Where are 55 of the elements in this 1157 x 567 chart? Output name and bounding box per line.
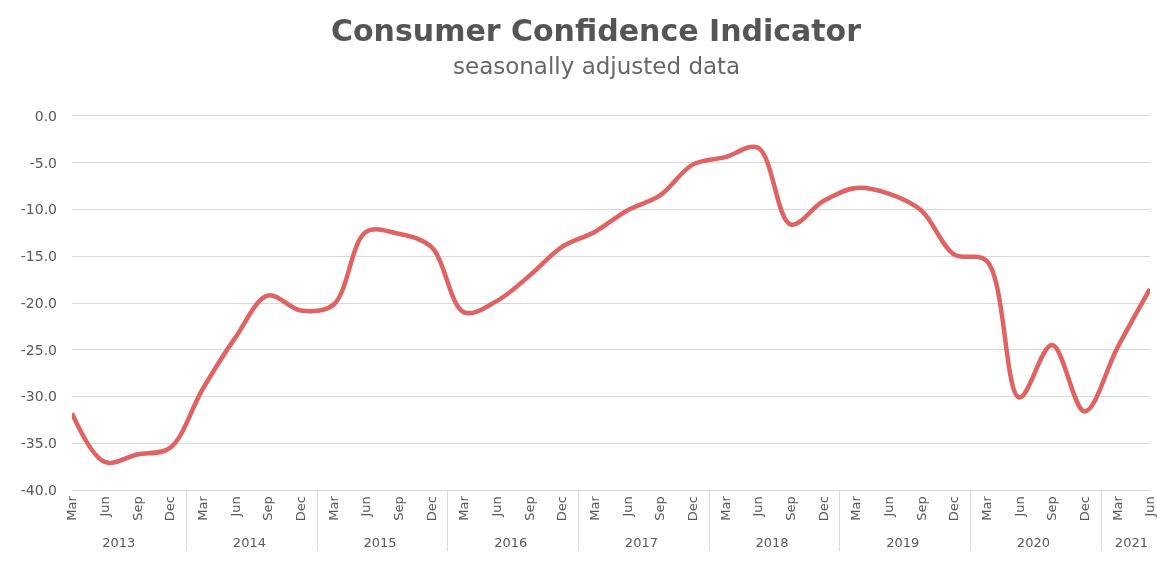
x-tick-label: Sep	[260, 496, 276, 521]
x-tick-label: Jun	[358, 496, 374, 518]
text: 2015	[363, 535, 397, 551]
x-tick-label: Mar	[1109, 495, 1125, 521]
x-tick-label: Sep	[652, 496, 668, 521]
text: 2013	[102, 535, 136, 551]
x-tick-label: Mar	[586, 495, 602, 521]
x-tick-label: Sep	[390, 496, 406, 521]
x-tick-label: Dec	[815, 496, 831, 522]
line-series	[72, 144, 1150, 465]
x-tick-label: Sep	[782, 496, 798, 521]
x-tick-label: Mar	[64, 495, 80, 521]
x-tick-label: Jun	[96, 496, 112, 518]
y-tick-label: -30.0	[20, 388, 57, 405]
x-tick-label: Mar	[325, 495, 341, 521]
text: 2019	[886, 535, 920, 551]
x-tick-label: Sep	[129, 496, 145, 521]
x-tick-label: Jun	[750, 496, 766, 518]
x-tick-label: Dec	[684, 496, 700, 522]
text: 2020	[1016, 535, 1050, 551]
x-tick-label: Jun	[1011, 496, 1027, 518]
x-tick-label: Dec	[554, 496, 570, 522]
y-tick-label: -40.0	[20, 481, 57, 498]
text: 2014	[232, 535, 266, 551]
text: 2018	[755, 535, 789, 551]
x-tick-label: Dec	[1076, 496, 1092, 522]
x-tick-label: Mar	[978, 495, 994, 521]
y-tick-label: -10.0	[20, 201, 57, 218]
x-tick-label: Mar	[456, 495, 472, 521]
x-tick-label: Dec	[423, 496, 439, 522]
y-tick-label: 0.0	[34, 107, 57, 124]
x-tick-label: Dec	[946, 496, 962, 522]
text: 2021	[1114, 535, 1148, 551]
y-tick-label: -5.0	[29, 154, 57, 171]
y-tick-label: -35.0	[20, 435, 57, 452]
text: 2017	[624, 535, 658, 551]
x-tick-label: Jun	[227, 496, 243, 518]
x-tick-label: Dec	[292, 496, 308, 522]
y-tick-label: -15.0	[20, 248, 57, 265]
x-tick-label: Mar	[194, 495, 210, 521]
chart-title: Consumer Confidence Indicator	[330, 12, 862, 48]
x-tick-label: Sep	[521, 496, 537, 521]
x-tick-label: Mar	[848, 495, 864, 521]
y-tick-label: -20.0	[20, 294, 57, 311]
x-tick-label: Jun	[488, 496, 504, 518]
chart-subtitle: seasonally adjusted data	[453, 53, 741, 79]
x-tick-label: Mar	[717, 495, 733, 521]
x-tick-label: Jun	[1142, 496, 1157, 518]
y-tick-label: -25.0	[20, 341, 57, 358]
x-tick-label: Sep	[913, 496, 929, 521]
x-tick-label: Dec	[162, 496, 178, 522]
x-tick-label: Sep	[1044, 496, 1060, 521]
x-tick-label: Jun	[619, 496, 635, 518]
x-tick-label: Jun	[880, 496, 896, 518]
text: 2016	[494, 535, 528, 551]
